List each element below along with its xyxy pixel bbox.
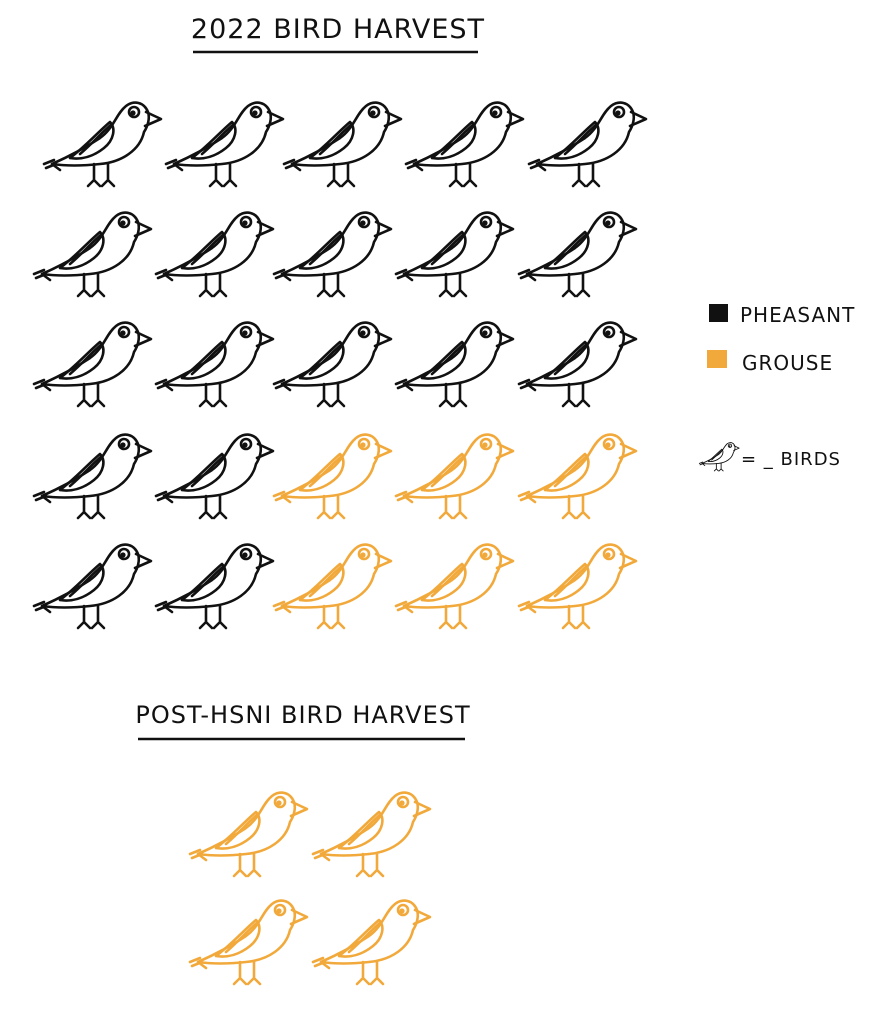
bird-icon-pheasant bbox=[32, 433, 153, 520]
bird-icon-pheasant bbox=[282, 101, 403, 188]
legend-bird-icon bbox=[698, 442, 740, 472]
bird-icon-pheasant bbox=[394, 211, 515, 298]
bird-icon-pheasant bbox=[517, 211, 638, 298]
bird-icon-pheasant bbox=[32, 211, 153, 298]
bird-icon-pheasant bbox=[517, 321, 638, 408]
bird-icon-grouse bbox=[394, 433, 515, 520]
bird-icon-grouse bbox=[188, 899, 309, 986]
bird-icon-pheasant bbox=[527, 101, 648, 188]
legend-unit-bird-icon bbox=[698, 442, 740, 472]
bird-icon-pheasant bbox=[32, 543, 153, 630]
legend-swatch-grouse bbox=[707, 350, 727, 368]
bird-icon-pheasant bbox=[272, 321, 393, 408]
bird-icon-pheasant bbox=[154, 543, 275, 630]
bird-icon-pheasant bbox=[154, 321, 275, 408]
legend: PHEASANT GROUSE = _ BIRDS bbox=[698, 303, 855, 472]
bird-icon-grouse bbox=[272, 543, 393, 630]
bird-icon-pheasant bbox=[404, 101, 525, 188]
bird-icon-pheasant bbox=[154, 433, 275, 520]
bird-grid-post-hsni bbox=[188, 791, 432, 986]
bird-icon-pheasant bbox=[154, 211, 275, 298]
bird-icon-pheasant bbox=[32, 321, 153, 408]
bird-icon-grouse bbox=[517, 543, 638, 630]
bird-grid-2022 bbox=[32, 101, 648, 630]
bird-icon-grouse bbox=[311, 899, 432, 986]
bird-icon-pheasant bbox=[272, 211, 393, 298]
legend-label-pheasant: PHEASANT bbox=[740, 303, 855, 327]
bird-icon-pheasant bbox=[394, 321, 515, 408]
bird-icon-grouse bbox=[394, 543, 515, 630]
bird-icon-grouse bbox=[272, 433, 393, 520]
chart-title-post-hsni: POST-HSNI BIRD HARVEST bbox=[135, 701, 470, 729]
bird-icon-pheasant bbox=[164, 101, 285, 188]
bird-icon-grouse bbox=[188, 791, 309, 878]
legend-swatch-pheasant bbox=[709, 304, 728, 322]
legend-label-grouse: GROUSE bbox=[742, 351, 833, 375]
legend-unit-text: = _ BIRDS bbox=[741, 449, 841, 470]
bird-icon-pheasant bbox=[42, 101, 163, 188]
bird-icon-grouse bbox=[517, 433, 638, 520]
chart-title-2022: 2022 BIRD HARVEST bbox=[191, 14, 485, 45]
bird-icon-grouse bbox=[311, 791, 432, 878]
